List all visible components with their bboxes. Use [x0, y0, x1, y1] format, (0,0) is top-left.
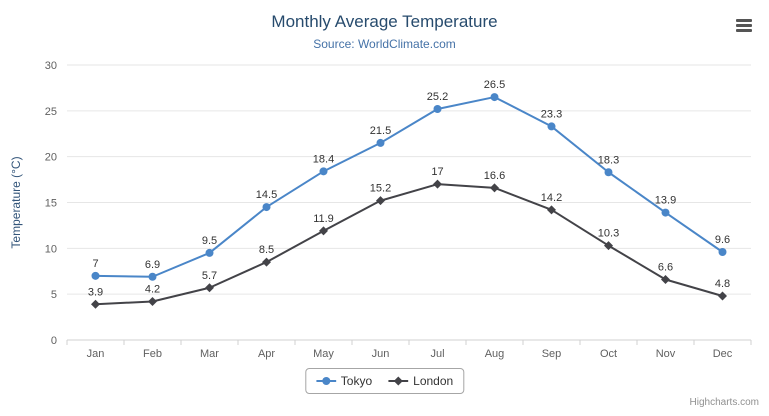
- data-point[interactable]: [490, 93, 499, 102]
- data-label: 15.2: [370, 183, 391, 195]
- data-label: 14.2: [541, 192, 562, 204]
- data-point[interactable]: [148, 297, 157, 306]
- data-point[interactable]: [376, 138, 385, 147]
- data-point[interactable]: [376, 196, 385, 206]
- x-tick-label: Mar: [200, 348, 219, 360]
- data-point[interactable]: [547, 205, 556, 215]
- data-label: 23.3: [541, 108, 562, 120]
- data-label: 4.2: [145, 284, 160, 296]
- data-point[interactable]: [433, 179, 442, 189]
- y-tick-label: 5: [51, 289, 57, 301]
- data-label: 5.7: [202, 270, 217, 282]
- context-menu-button[interactable]: [731, 14, 757, 36]
- circle-marker-icon: [315, 377, 336, 385]
- data-label: 9.6: [715, 234, 730, 246]
- credits-link[interactable]: Highcharts.com: [689, 397, 759, 408]
- series-line-london[interactable]: [94, 183, 724, 306]
- x-tick-label: Aug: [485, 348, 505, 360]
- data-label: 3.9: [88, 286, 103, 298]
- x-tick-label: Nov: [656, 348, 676, 360]
- data-label: 4.8: [715, 278, 730, 290]
- y-tick-label: 15: [45, 198, 57, 210]
- data-point[interactable]: [319, 167, 328, 176]
- data-point[interactable]: [604, 168, 613, 177]
- diamond-marker-icon: [388, 376, 409, 386]
- x-tick-label: Apr: [258, 348, 275, 360]
- data-label: 21.5: [370, 125, 391, 137]
- chart-subtitle: Source: WorldClimate.com: [313, 37, 456, 51]
- legend: Tokyo London: [304, 368, 465, 394]
- data-point[interactable]: [547, 122, 556, 131]
- data-point[interactable]: [661, 208, 670, 217]
- x-tick-label: Sep: [542, 348, 562, 360]
- legend-label: Tokyo: [340, 374, 373, 388]
- data-point[interactable]: [262, 203, 271, 212]
- data-label: 13.9: [655, 195, 676, 207]
- data-label: 18.4: [313, 153, 334, 165]
- data-point[interactable]: [490, 183, 499, 193]
- data-point[interactable]: [91, 299, 100, 309]
- data-point[interactable]: [718, 248, 727, 256]
- y-axis-title: Temperature (°C): [9, 156, 23, 248]
- legend-item-london[interactable]: London: [388, 374, 453, 388]
- y-tick-label: 30: [45, 60, 57, 72]
- legend-label: London: [413, 374, 454, 388]
- y-tick-label: 20: [45, 152, 57, 164]
- x-tick-label: Jun: [372, 348, 390, 360]
- y-tick-label: 0: [51, 335, 57, 347]
- data-point[interactable]: [205, 283, 214, 293]
- hamburger-icon: [736, 18, 752, 22]
- y-tick-label: 10: [45, 243, 57, 255]
- data-label: 10.3: [598, 228, 619, 240]
- data-point[interactable]: [718, 291, 727, 301]
- data-point[interactable]: [433, 105, 442, 113]
- data-point[interactable]: [319, 226, 328, 236]
- chart-title: Monthly Average Temperature: [271, 12, 498, 31]
- x-tick-label: Jul: [430, 348, 444, 360]
- data-label: 26.5: [484, 79, 505, 91]
- data-label: 6.9: [145, 259, 160, 271]
- data-point[interactable]: [91, 271, 100, 280]
- data-label: 8.5: [259, 244, 274, 256]
- x-tick-label: Jan: [87, 348, 105, 360]
- data-point[interactable]: [604, 241, 613, 251]
- data-label: 6.6: [658, 262, 673, 274]
- data-point[interactable]: [262, 257, 271, 267]
- hamburger-icon: [736, 23, 752, 27]
- data-label: 11.9: [313, 213, 334, 225]
- series-line-tokyo[interactable]: [94, 96, 724, 278]
- data-point[interactable]: [148, 272, 157, 281]
- data-point[interactable]: [661, 275, 670, 284]
- hamburger-icon: [736, 28, 752, 32]
- data-label: 18.3: [598, 154, 619, 166]
- data-label: 17: [431, 166, 443, 178]
- data-label: 7: [92, 258, 98, 270]
- data-point[interactable]: [205, 248, 214, 257]
- data-label: 25.2: [427, 91, 448, 103]
- x-tick-label: May: [313, 348, 334, 360]
- y-tick-label: 25: [45, 106, 57, 118]
- data-label: 14.5: [256, 189, 277, 201]
- x-tick-label: Feb: [143, 348, 162, 360]
- x-tick-label: Dec: [713, 348, 733, 360]
- x-tick-label: Oct: [600, 348, 617, 360]
- data-label: 9.5: [202, 235, 217, 247]
- data-label: 16.6: [484, 170, 505, 182]
- legend-item-tokyo[interactable]: Tokyo: [315, 374, 373, 388]
